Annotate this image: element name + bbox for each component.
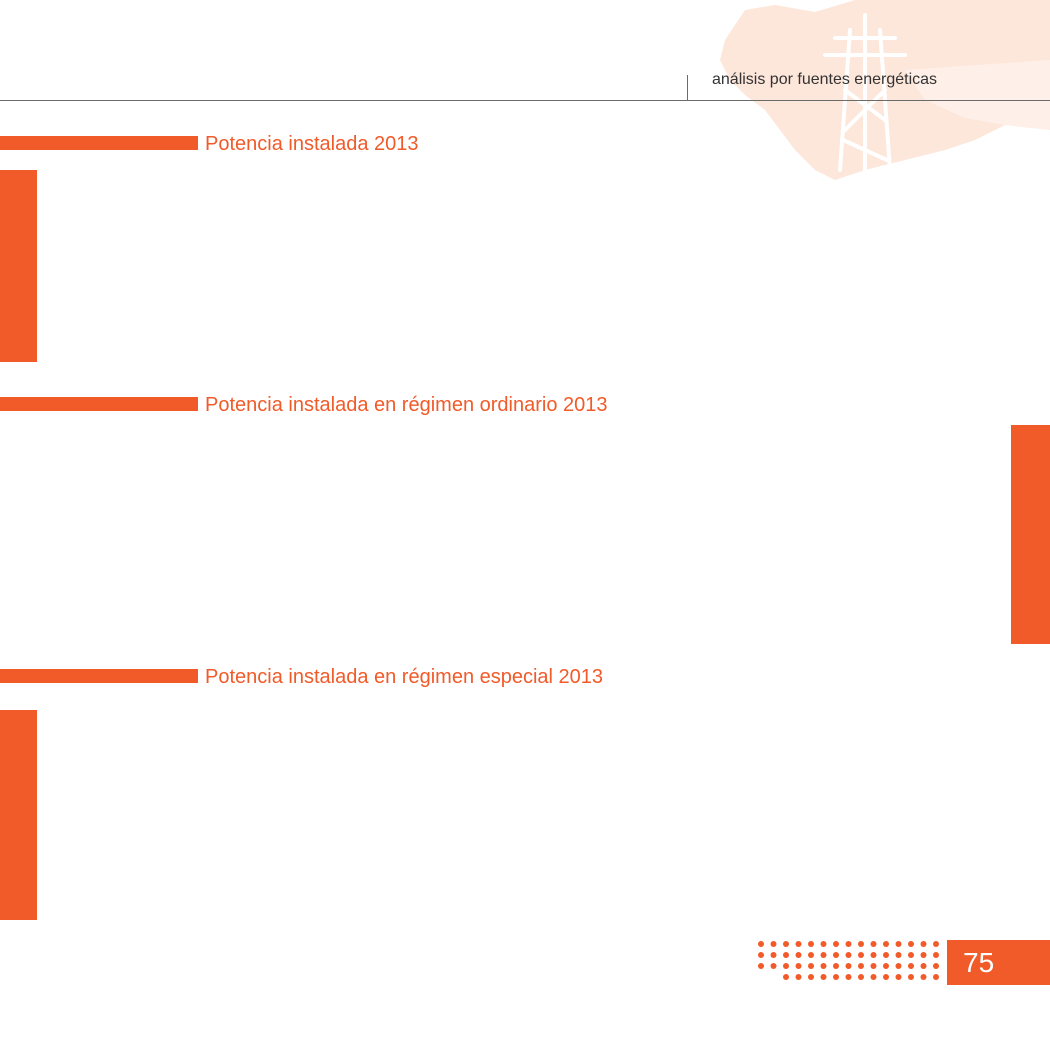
transmission-tower-map-icon [720,0,1050,180]
dot-grid-icon [758,941,939,980]
side-block [0,710,37,920]
section-title: Potencia instalada 2013 [205,133,419,155]
section-title: Potencia instalada en régimen ordinario … [205,394,608,416]
side-block [1011,425,1050,644]
page-number: 75 [963,947,995,978]
side-block [0,170,37,362]
page-number-box: 75 [947,940,1050,985]
section-heading-bar [0,669,198,683]
header-rule [0,100,1050,101]
section-header-title: análisis por fuentes energéticas [712,71,938,88]
section-heading-bar [0,136,198,150]
section-heading-bar [0,397,198,411]
section-title: Potencia instalada en régimen especial 2… [205,666,604,688]
header-divider-tick [687,75,688,100]
